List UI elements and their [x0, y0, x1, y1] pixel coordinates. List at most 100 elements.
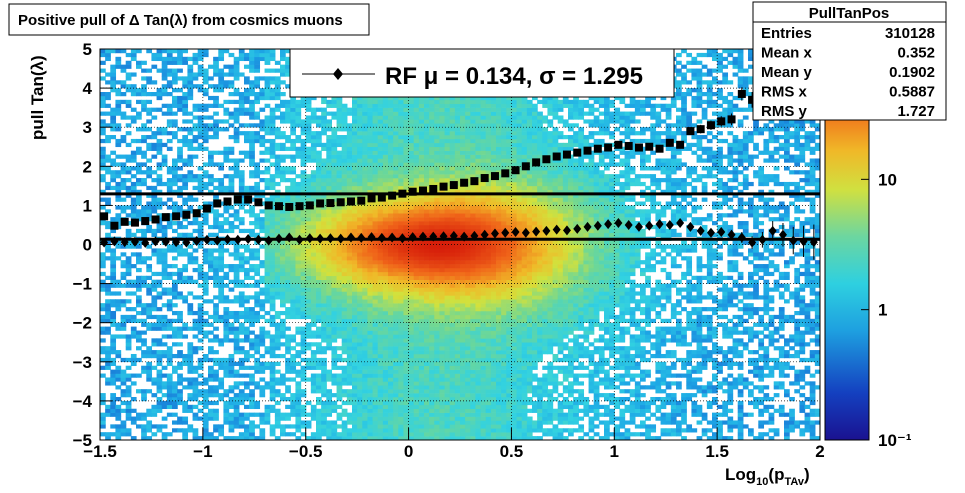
data-point-sigma — [100, 212, 108, 220]
data-point-sigma — [275, 202, 283, 210]
data-point-sigma — [234, 196, 242, 204]
x-axis-title: Log10(pTAv) — [725, 465, 810, 488]
stats-row-value: 0.5887 — [889, 84, 935, 101]
data-point-sigma — [224, 197, 232, 205]
x-tick-label: −1 — [193, 442, 212, 461]
colorbar-tick-label: 10 — [878, 170, 897, 189]
x-tick-label: −0.5 — [289, 442, 323, 461]
y-axis-title: pull Tan(λ) — [28, 55, 47, 140]
data-point-sigma — [398, 190, 406, 198]
y-tick-label: 1 — [83, 196, 92, 215]
data-point-sigma — [131, 219, 139, 227]
data-point-sigma — [686, 127, 694, 135]
data-point-sigma — [728, 115, 736, 123]
data-point-sigma — [491, 172, 499, 180]
data-point-sigma — [481, 174, 489, 182]
data-point-sigma — [306, 201, 314, 209]
data-point-sigma — [460, 179, 468, 187]
data-point-sigma — [625, 142, 633, 150]
x-axis-title-sub: 10 — [756, 476, 768, 488]
x-tick-label: 0.5 — [500, 442, 524, 461]
data-point-sigma — [141, 217, 149, 225]
y-tick-label: 3 — [83, 118, 92, 137]
stats-row-value: 0.352 — [897, 45, 935, 62]
data-point-sigma — [378, 194, 386, 202]
data-point-sigma — [121, 218, 129, 226]
data-point-sigma — [419, 187, 427, 195]
x-axis-title-tail: (p — [768, 465, 784, 484]
colorbar-tick-label: 10⁻¹ — [878, 431, 912, 450]
data-point-sigma — [522, 162, 530, 170]
stats-box-name: PullTanPos — [809, 5, 890, 22]
data-point-sigma — [254, 198, 262, 206]
x-axis-title-sub2: TAv — [784, 476, 804, 488]
data-point-sigma — [738, 90, 746, 98]
data-point-sigma — [717, 117, 725, 125]
data-point-sigma — [594, 145, 602, 153]
x-tick-label: 2 — [815, 442, 824, 461]
x-axis-title-main: Log — [725, 465, 756, 484]
stats-row-value: 0.1902 — [889, 64, 935, 81]
data-point-sigma — [368, 194, 376, 202]
data-point-sigma — [162, 213, 170, 221]
data-point-sigma — [347, 197, 355, 205]
data-point-sigma — [645, 143, 653, 151]
data-point-sigma — [326, 199, 334, 207]
data-point-sigma — [584, 147, 592, 155]
data-point-sigma — [707, 121, 715, 129]
data-point-sigma — [666, 139, 674, 147]
stats-row-label: RMS x — [761, 84, 808, 101]
data-point-sigma — [182, 211, 190, 219]
legend-entry-label: RF μ = 0.134, σ = 1.295 — [385, 63, 643, 90]
data-point-sigma — [285, 203, 293, 211]
data-point-sigma — [203, 205, 211, 213]
data-point-sigma — [265, 201, 273, 209]
data-point-sigma — [316, 199, 324, 207]
stats-row-label: Mean y — [761, 64, 813, 81]
data-point-sigma — [573, 149, 581, 157]
x-axis-title-end: ) — [804, 465, 810, 484]
x-tick-label: 1.5 — [705, 442, 729, 461]
data-point-sigma — [635, 144, 643, 152]
data-point-sigma — [470, 177, 478, 185]
data-point-sigma — [193, 209, 201, 217]
data-point-sigma — [429, 185, 437, 193]
data-point-sigma — [553, 153, 561, 161]
stats-row-label: Entries — [761, 25, 812, 42]
x-tick-label: 0 — [404, 442, 413, 461]
stats-row-label: Mean x — [761, 45, 813, 62]
data-point-sigma — [676, 141, 684, 149]
data-point-sigma — [213, 199, 221, 207]
data-point-sigma — [501, 169, 509, 177]
y-tick-label: 5 — [83, 40, 92, 59]
data-point-sigma — [532, 158, 540, 166]
data-point-sigma — [614, 141, 622, 149]
data-point-sigma — [172, 212, 180, 220]
y-tick-label: −5 — [73, 431, 92, 450]
data-point-sigma — [697, 125, 705, 133]
data-point-sigma — [656, 145, 664, 153]
stats-row-value: 1.727 — [897, 103, 935, 120]
data-point-sigma — [110, 222, 118, 230]
stats-row-label: RMS y — [761, 103, 808, 120]
y-tick-label: −1 — [73, 275, 92, 294]
y-tick-label: −4 — [73, 392, 93, 411]
title-box: Positive pull of Δ Tan(λ) from cosmics m… — [9, 4, 369, 35]
colorbar-tick-label: 1 — [878, 301, 887, 320]
y-tick-label: 2 — [83, 157, 92, 176]
data-point-sigma — [542, 155, 550, 163]
chart-title: Positive pull of Δ Tan(λ) from cosmics m… — [18, 12, 343, 29]
data-point-sigma — [388, 192, 396, 200]
y-tick-label: 0 — [83, 236, 92, 255]
data-point-sigma — [512, 166, 520, 174]
data-point-sigma — [604, 144, 612, 152]
y-tick-label: 4 — [83, 79, 93, 98]
legend-box: RF μ = 0.134, σ = 1.295 — [290, 49, 674, 97]
data-point-sigma — [357, 197, 365, 205]
y-tick-label: −2 — [73, 314, 92, 333]
data-point-sigma — [296, 202, 304, 210]
y-tick-label: −3 — [73, 353, 92, 372]
data-point-sigma — [337, 198, 345, 206]
